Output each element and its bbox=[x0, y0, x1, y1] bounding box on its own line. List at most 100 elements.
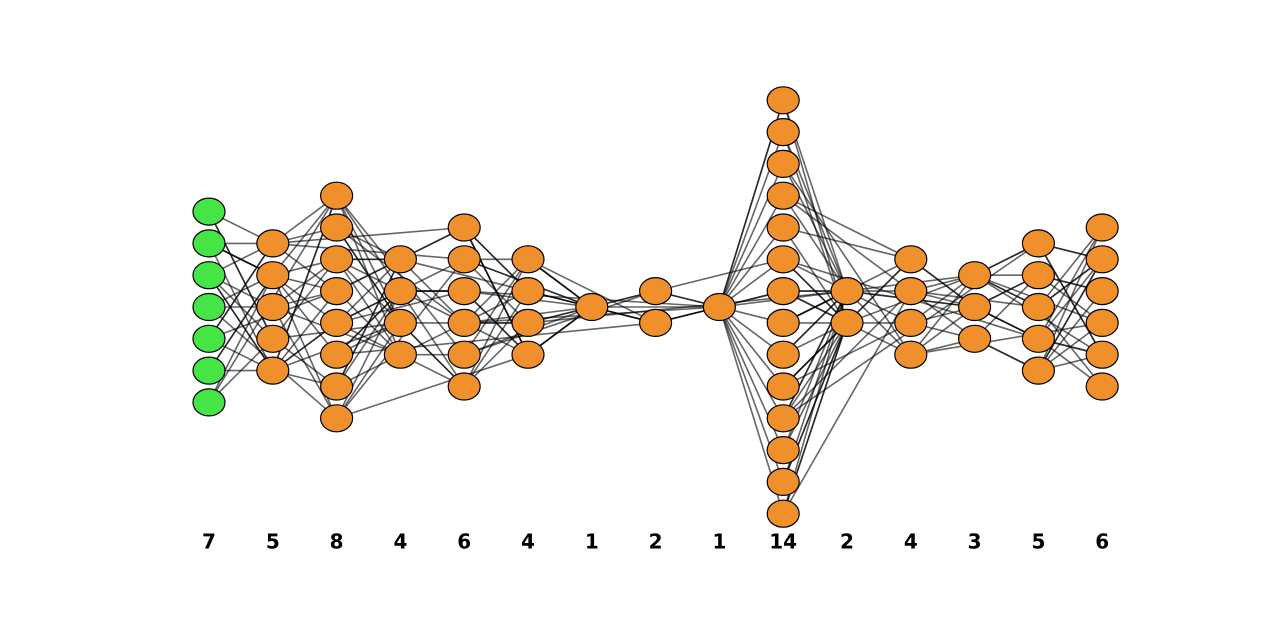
neuron bbox=[638, 308, 673, 337]
neuron bbox=[702, 292, 737, 322]
edge bbox=[718, 195, 784, 308]
edge bbox=[336, 226, 465, 324]
nodes bbox=[192, 86, 1119, 528]
neuron bbox=[766, 118, 800, 147]
edge bbox=[782, 290, 912, 515]
edge bbox=[718, 226, 784, 308]
neuron bbox=[256, 229, 290, 258]
neuron bbox=[320, 245, 354, 274]
edge bbox=[782, 194, 912, 261]
edge bbox=[463, 290, 656, 356]
neuron bbox=[894, 308, 928, 337]
neuron bbox=[192, 197, 226, 226]
neuron bbox=[766, 372, 800, 401]
neuron bbox=[766, 467, 800, 496]
neuron bbox=[383, 277, 417, 306]
edge bbox=[400, 258, 529, 292]
neuron bbox=[256, 261, 290, 290]
edge bbox=[783, 226, 911, 261]
neuron bbox=[447, 340, 481, 369]
neuron bbox=[320, 308, 354, 337]
neuron bbox=[766, 340, 800, 369]
layer-size-label: 6 bbox=[1095, 530, 1109, 554]
neuron bbox=[1085, 245, 1119, 274]
neuron bbox=[766, 499, 800, 528]
neuron bbox=[192, 388, 226, 417]
neuron bbox=[447, 277, 481, 306]
neuron bbox=[192, 324, 226, 353]
neuron bbox=[383, 308, 417, 337]
neuron bbox=[766, 436, 800, 465]
neuron bbox=[256, 356, 290, 385]
neuron bbox=[1021, 324, 1056, 353]
neuron bbox=[1085, 213, 1119, 242]
edge bbox=[910, 322, 1103, 356]
layer-size-label: 3 bbox=[968, 530, 982, 554]
neuron bbox=[957, 261, 992, 290]
layer-size-label: 2 bbox=[840, 530, 854, 554]
layer-size-label: 1 bbox=[712, 530, 726, 554]
edge bbox=[1037, 243, 1103, 356]
neuron bbox=[320, 372, 354, 401]
neuron bbox=[766, 277, 800, 306]
neuron bbox=[511, 308, 545, 337]
layer-size-label: 4 bbox=[393, 530, 407, 554]
neuron bbox=[766, 308, 800, 337]
edge bbox=[910, 274, 976, 356]
layer-size-label: 8 bbox=[330, 530, 344, 554]
edge bbox=[336, 353, 529, 420]
neuron bbox=[766, 213, 800, 242]
neuron bbox=[1021, 356, 1056, 385]
neuron bbox=[1085, 308, 1119, 337]
layer-size-label: 5 bbox=[1031, 530, 1045, 554]
neuron bbox=[447, 308, 481, 337]
neuron bbox=[447, 372, 481, 401]
neuron bbox=[1085, 277, 1119, 306]
edge bbox=[335, 258, 465, 419]
neuron bbox=[766, 181, 800, 210]
neuron bbox=[766, 245, 800, 274]
neuron bbox=[511, 245, 545, 274]
layer-size-label: 4 bbox=[904, 530, 918, 554]
layer-labels: 7 5 8 4 6 4 1 2 1 14 2 4 3 5 6 bbox=[202, 530, 1109, 554]
neuron bbox=[957, 324, 992, 353]
edge bbox=[1037, 227, 1103, 340]
edge bbox=[208, 274, 274, 372]
neuron bbox=[320, 181, 354, 210]
neuron bbox=[830, 277, 864, 306]
edge bbox=[655, 258, 784, 292]
neuron bbox=[766, 149, 800, 178]
edge bbox=[1037, 258, 1103, 371]
neuron bbox=[511, 277, 545, 306]
neuron bbox=[894, 340, 928, 369]
neuron bbox=[192, 292, 226, 322]
neuron bbox=[320, 404, 354, 433]
neuron bbox=[320, 213, 354, 242]
edge bbox=[718, 306, 784, 419]
neuron bbox=[957, 292, 992, 322]
neuron bbox=[383, 340, 417, 369]
edge bbox=[336, 290, 465, 324]
edge bbox=[272, 290, 338, 372]
layer-size-label: 5 bbox=[266, 530, 280, 554]
neuron bbox=[575, 292, 609, 322]
edge bbox=[1037, 290, 1103, 372]
neuron bbox=[894, 277, 928, 306]
layer-size-label: 6 bbox=[457, 530, 471, 554]
neuron bbox=[766, 86, 800, 115]
neuron bbox=[192, 229, 226, 258]
neuron bbox=[766, 404, 800, 433]
edge bbox=[335, 258, 402, 356]
neuron bbox=[511, 340, 545, 369]
edge bbox=[718, 306, 784, 388]
layer-size-label: 2 bbox=[649, 530, 663, 554]
neuron bbox=[830, 308, 864, 337]
neuron bbox=[192, 356, 226, 385]
layer-size-label: 4 bbox=[521, 530, 535, 554]
neuron bbox=[383, 245, 417, 274]
layer-size-label: 14 bbox=[769, 530, 797, 554]
neuron bbox=[1021, 292, 1056, 322]
edge bbox=[782, 322, 848, 419]
